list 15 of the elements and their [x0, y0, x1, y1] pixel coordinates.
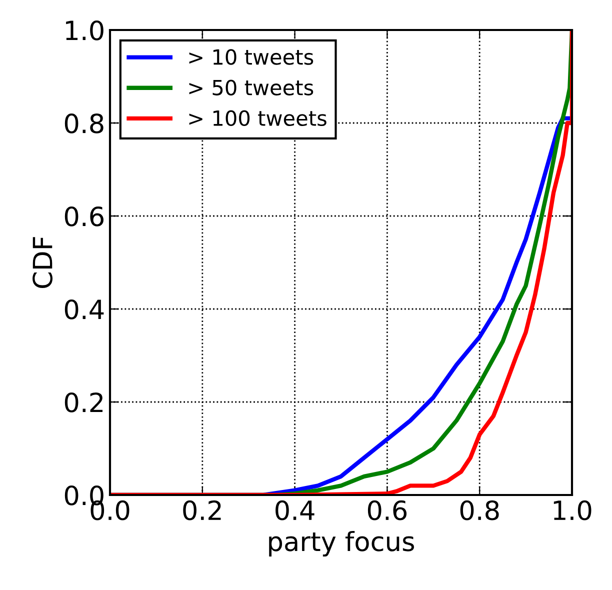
legend-label: > 100 tweets [189, 110, 326, 126]
y-axis-title: CDF [32, 237, 53, 288]
y-tick-label: 0.8 [64, 113, 104, 134]
y-tick-label: 1.0 [66, 20, 104, 40]
y-tick-label: 0.4 [64, 299, 104, 320]
y-tick-label: 0.2 [64, 392, 102, 412]
x-tick-label: 0.2 [183, 500, 221, 520]
y-tick-label: 0.6 [64, 206, 104, 226]
x-tick-label: 1.0 [554, 500, 592, 520]
x-tick-label: 0.8 [460, 500, 499, 520]
legend-label: > 50 tweets [189, 80, 314, 96]
x-axis-title: party focus [269, 530, 414, 556]
x-tick-label: 0.6 [368, 500, 407, 520]
legend-label: > 10 tweets [189, 49, 314, 65]
x-tick-label: 0.4 [276, 500, 314, 520]
